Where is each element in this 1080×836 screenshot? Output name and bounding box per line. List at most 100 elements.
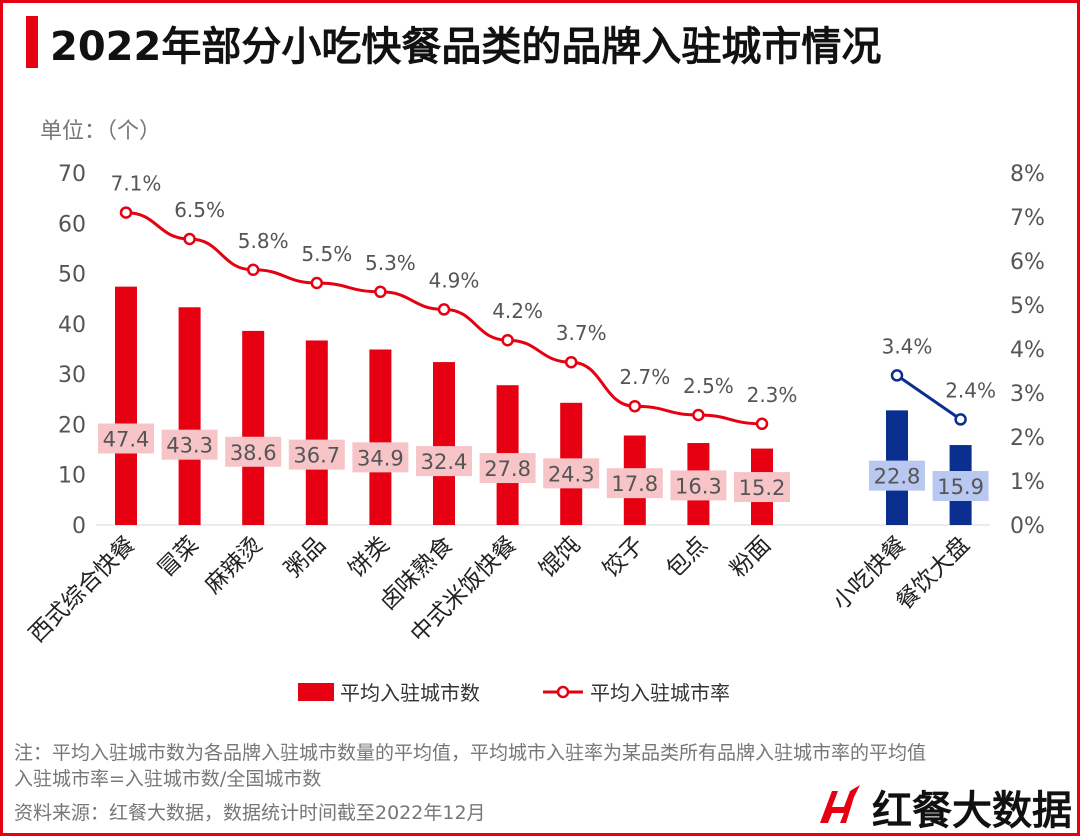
x-category-label: 饺子 [598, 532, 649, 583]
y-right-tick-label: 1% [1010, 470, 1045, 495]
bar [242, 330, 265, 525]
rate-point [183, 232, 196, 246]
logo-h-icon [820, 785, 860, 823]
y-left-tick-label: 50 [58, 263, 86, 288]
legend-line-marker [556, 685, 570, 699]
rate-data-label: 5.5% [301, 242, 352, 266]
unit-label: 单位：（个） [40, 119, 162, 144]
page-title: 2022年部分小吃快餐品类的品牌入驻城市情况 [50, 24, 882, 70]
rate-point [246, 263, 260, 277]
logo: 红餐大数据 [810, 778, 1072, 836]
bar-label-bg [932, 471, 989, 502]
bar-label-bg [161, 429, 218, 460]
y-right-tick-label: 6% [1010, 250, 1045, 275]
rate-point [564, 355, 578, 369]
bar-data-label: 32.4 [421, 450, 468, 474]
y-right-tick-label: 3% [1010, 382, 1045, 407]
rate-data-label: 2.5% [683, 374, 734, 398]
x-category-label: 粉面 [725, 532, 776, 583]
x-category-label: 麻辣烫 [200, 532, 267, 599]
bar-label-bg [479, 453, 536, 484]
bar [305, 340, 328, 525]
bar-data-label: 38.6 [230, 441, 277, 465]
bar [115, 286, 137, 525]
y-left-tick-label: 10 [58, 464, 86, 489]
y-left-tick-label: 20 [58, 413, 86, 438]
rate-data-label: 3.4% [882, 334, 933, 358]
rate-point [890, 369, 904, 382]
rate-point [755, 417, 769, 431]
rate-point [501, 333, 514, 347]
bar-label-bg [288, 439, 345, 470]
legend-bar-label: 平均入驻城市数 [340, 681, 480, 705]
y-left-tick-label: 30 [58, 363, 86, 388]
bar [369, 349, 392, 525]
rate-data-label: 2.3% [747, 383, 798, 407]
bar-label-bg [98, 423, 154, 454]
rate-line-highlight [896, 374, 962, 421]
rate-data-label: 6.5% [174, 198, 225, 222]
bar-label-bg [606, 468, 663, 499]
bar-data-label: 24.3 [548, 462, 595, 486]
y-right-tick-label: 8% [1010, 162, 1045, 187]
x-category-label: 冒菜 [153, 532, 204, 583]
x-category-label: 包点 [662, 532, 713, 583]
y-right-tick-label: 0% [1010, 514, 1045, 539]
rate-data-label: 7.1% [111, 172, 162, 196]
bar-data-label: 15.2 [739, 476, 786, 500]
bar-data-label: 16.3 [675, 474, 722, 498]
bar-data-label: 47.4 [103, 427, 150, 451]
y-right-tick-label: 7% [1010, 206, 1045, 231]
title-accent-bar [26, 16, 38, 68]
y-right-tick-label: 5% [1010, 294, 1045, 319]
bar [178, 307, 201, 525]
bar-label-bg [869, 460, 925, 491]
rate-data-label: 2.4% [945, 378, 996, 402]
footnote-1: 注：平均入驻城市数为各品牌入驻城市数量的平均值，平均城市入驻率为某品类所有品牌入… [14, 742, 927, 764]
rate-data-label: 5.3% [365, 251, 416, 275]
rate-point [437, 303, 451, 316]
bar-label-bg [225, 436, 282, 467]
y-right-tick-label: 4% [1010, 338, 1045, 363]
legend-bar-swatch [298, 683, 334, 701]
bar-data-label: 43.3 [166, 434, 213, 458]
rate-point [692, 408, 705, 422]
rate-data-label: 4.9% [429, 268, 480, 292]
bar-data-label: 17.8 [611, 472, 658, 496]
rate-point [374, 285, 387, 299]
y-left-tick-label: 70 [58, 162, 86, 187]
bar-label-bg [543, 458, 600, 489]
rate-point [628, 399, 642, 413]
y-left-tick-label: 0 [72, 514, 86, 539]
x-category-label: 粥品 [280, 532, 331, 583]
rate-data-label: 4.2% [492, 299, 543, 323]
y-right-tick-label: 2% [1010, 426, 1045, 451]
rate-point [119, 206, 133, 219]
bar-label-bg [670, 470, 727, 501]
x-category-label: 馄饨 [535, 532, 586, 583]
source-note: 资料来源：红餐大数据，数据统计时间截至2022年12月 [14, 802, 486, 824]
bar [433, 362, 455, 525]
bar-data-label: 22.8 [874, 465, 921, 489]
rate-point [954, 413, 967, 426]
bar-data-label: 27.8 [484, 457, 531, 481]
logo-text: 红餐大数据 [872, 788, 1072, 834]
rate-data-label: 5.8% [238, 229, 289, 253]
bar-data-label: 36.7 [293, 444, 340, 468]
footnote-2: 入驻城市率=入驻城市数/全国城市数 [14, 768, 322, 790]
y-left-tick-label: 40 [58, 313, 86, 338]
rate-data-label: 3.7% [556, 321, 607, 345]
bar-label-bg [352, 442, 409, 473]
x-category-label: 西式综合快餐 [24, 532, 140, 648]
bar-data-label: 15.9 [937, 475, 984, 499]
rate-data-label: 2.7% [619, 365, 670, 389]
x-category-label: 饼类 [344, 532, 395, 583]
y-left-tick-label: 60 [58, 212, 86, 237]
legend-line-label: 平均入驻城市率 [590, 681, 730, 705]
bar-label-bg [416, 446, 472, 477]
rate-point [310, 276, 324, 290]
bar-label-bg [734, 472, 790, 503]
bar-data-label: 34.9 [357, 446, 404, 470]
